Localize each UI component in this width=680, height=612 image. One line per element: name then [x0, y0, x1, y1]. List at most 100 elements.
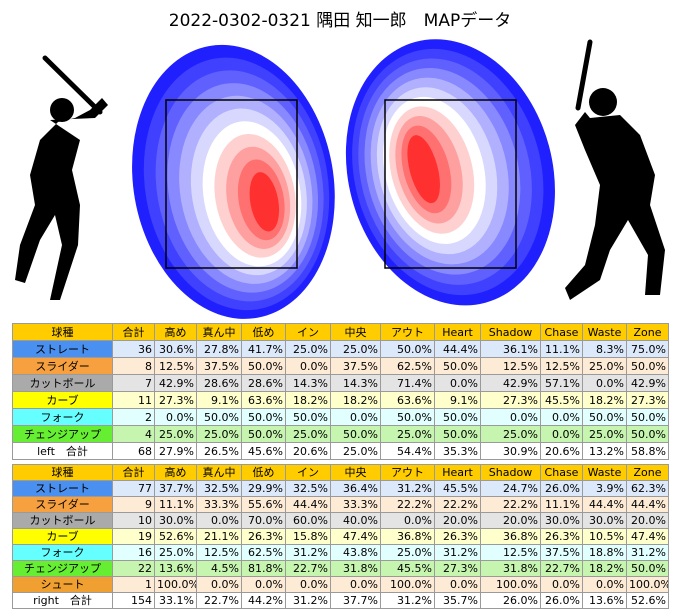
count-cell: 10	[112, 512, 155, 529]
header-cell: イン	[285, 464, 331, 481]
header-cell: Chase	[540, 464, 583, 481]
header-cell: Chase	[540, 323, 583, 341]
value-cell: 31.8%	[480, 560, 541, 577]
value-cell: 22.2%	[380, 496, 435, 513]
pitch-label: カーブ	[12, 391, 113, 409]
value-cell: 18.2%	[330, 391, 381, 409]
strike-zone	[384, 99, 517, 269]
value-cell: 33.3%	[196, 496, 242, 513]
header-cell: アウト	[380, 464, 435, 481]
value-cell: 36.8%	[380, 528, 435, 545]
right-heatmap	[345, 39, 555, 306]
value-cell: 30.0%	[540, 512, 583, 529]
value-cell: 35.7%	[434, 592, 481, 609]
title: 2022-0302-0321 隅田 知一郎 MAPデータ	[168, 11, 512, 31]
data-row: カーブ 11 27.3% 9.1% 63.6% 18.2% 18.2% 63.6% 9.1% 27…	[12, 391, 669, 409]
value-cell: 28.6%	[241, 374, 286, 392]
value-cell: 25.0%	[582, 357, 627, 375]
value-cell: 62.5%	[380, 357, 435, 375]
value-cell: 13.6%	[154, 560, 197, 577]
value-cell: 26.0%	[540, 480, 583, 497]
value-cell: 12.5%	[540, 357, 583, 375]
value-cell: 81.8%	[241, 560, 286, 577]
value-cell: 50.0%	[196, 408, 242, 426]
value-cell: 50.0%	[380, 340, 435, 358]
header-cell: Heart	[434, 464, 481, 481]
value-cell: 44.4%	[434, 340, 481, 358]
value-cell: 18.2%	[582, 391, 627, 409]
left-batter	[15, 55, 108, 300]
value-cell: 33.3%	[330, 496, 381, 513]
value-cell: 13.6%	[582, 592, 627, 609]
left-heatmap	[132, 44, 335, 319]
header-cell: Shadow	[480, 464, 541, 481]
value-cell: 31.8%	[330, 560, 381, 577]
value-cell: 9.1%	[196, 391, 242, 409]
value-cell: 0.0%	[285, 576, 331, 593]
value-cell: 22.7%	[540, 560, 583, 577]
value-cell: 26.3%	[540, 528, 583, 545]
value-cell: 12.5%	[480, 544, 541, 561]
data-row: シュート 1 100.0% 0.0% 0.0% 0.0% 0.0% 100.0% 0.0% 100…	[12, 576, 669, 593]
count-cell: 11	[112, 391, 155, 409]
value-cell: 50.0%	[626, 408, 669, 426]
value-cell: 45.6%	[241, 442, 286, 460]
header-cell: 球種	[12, 323, 113, 341]
heatmap-area	[15, 39, 665, 319]
value-cell: 27.3%	[480, 391, 541, 409]
value-cell: 27.8%	[196, 340, 242, 358]
value-cell: 0.0%	[582, 374, 627, 392]
value-cell: 26.0%	[480, 592, 541, 609]
value-cell: 14.3%	[330, 374, 381, 392]
pitch-label: カーブ	[12, 528, 113, 545]
header-cell: Shadow	[480, 323, 541, 341]
value-cell: 44.2%	[241, 592, 286, 609]
value-cell: 50.0%	[626, 425, 669, 443]
value-cell: 20.0%	[480, 512, 541, 529]
value-cell: 0.0%	[582, 576, 627, 593]
value-cell: 26.5%	[196, 442, 242, 460]
value-cell: 20.0%	[626, 512, 669, 529]
value-cell: 0.0%	[241, 576, 286, 593]
value-cell: 50.0%	[434, 425, 481, 443]
value-cell: 0.0%	[196, 576, 242, 593]
value-cell: 50.0%	[330, 425, 381, 443]
header-cell: Waste	[582, 323, 627, 341]
value-cell: 14.3%	[285, 374, 331, 392]
value-cell: 31.2%	[285, 544, 331, 561]
data-row: ストレート 77 37.7% 32.5% 29.9% 32.5% 36.4% 31.2% 45.…	[12, 480, 669, 497]
value-cell: 11.1%	[154, 496, 197, 513]
data-row: スライダー 8 12.5% 37.5% 50.0% 0.0% 37.5% 62.5% 50.0%…	[12, 357, 669, 375]
value-cell: 71.4%	[380, 374, 435, 392]
value-cell: 37.5%	[330, 357, 381, 375]
value-cell: 27.3%	[154, 391, 197, 409]
value-cell: 27.3%	[626, 391, 669, 409]
value-cell: 26.3%	[241, 528, 286, 545]
value-cell: 32.5%	[285, 480, 331, 497]
value-cell: 30.6%	[154, 340, 197, 358]
value-cell: 31.2%	[434, 544, 481, 561]
value-cell: 25.0%	[154, 544, 197, 561]
pitch-label: right 合計	[12, 592, 113, 609]
value-cell: 29.9%	[241, 480, 286, 497]
pitch-label: カットボール	[12, 512, 113, 529]
count-cell: 9	[112, 496, 155, 513]
header-cell: 真ん中	[196, 464, 242, 481]
value-cell: 0.0%	[540, 408, 583, 426]
header-cell: Zone	[626, 464, 669, 481]
header-row: 球種 合計 高め 真ん中 低め イン 中央 アウト Heart Shadow Chase Waste Z…	[12, 464, 669, 481]
header-cell: 低め	[241, 323, 286, 341]
value-cell: 30.9%	[480, 442, 541, 460]
pitch-label: left 合計	[12, 442, 113, 460]
value-cell: 25.0%	[196, 425, 242, 443]
value-cell: 25.0%	[285, 340, 331, 358]
value-cell: 26.0%	[540, 592, 583, 609]
value-cell: 4.5%	[196, 560, 242, 577]
value-cell: 25.0%	[285, 425, 331, 443]
value-cell: 31.2%	[380, 592, 435, 609]
value-cell: 27.9%	[154, 442, 197, 460]
pitch-label: ストレート	[12, 340, 113, 358]
value-cell: 35.3%	[434, 442, 481, 460]
value-cell: 3.9%	[582, 480, 627, 497]
